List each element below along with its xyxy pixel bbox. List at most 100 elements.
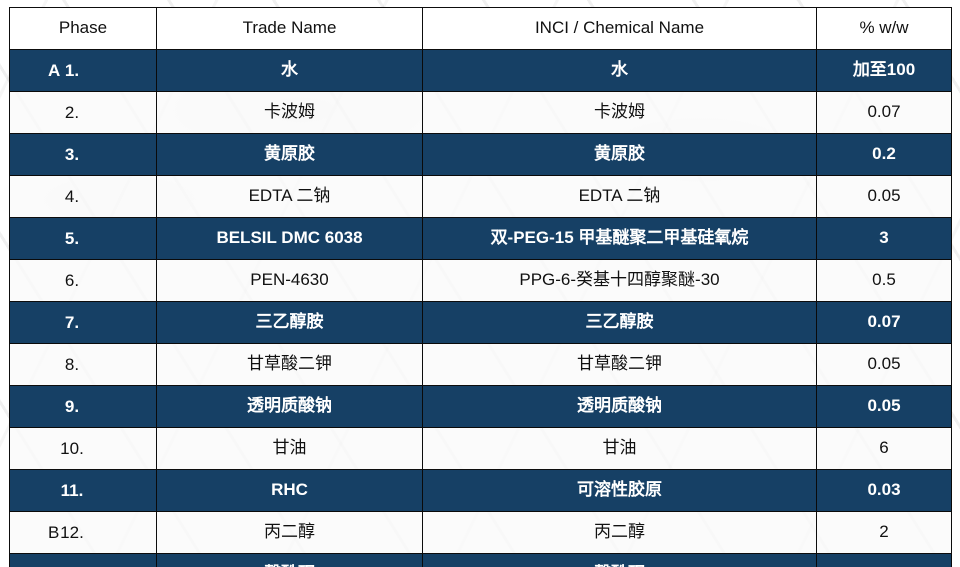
cell-inci-name: 黄原胶 <box>422 133 817 176</box>
cell-trade-name: 水 <box>156 49 423 92</box>
cell-trade-name: EDTA 二钠 <box>156 175 423 218</box>
table-row: A 1. 水水加至100 <box>9 49 952 92</box>
cell-inci-name: 馨酰酮 <box>422 553 817 567</box>
phase-cell-inner: 4. <box>11 177 156 217</box>
cell-inci-name: 卡波姆 <box>422 91 817 134</box>
cell-trade-name: 馨酰酮 <box>156 553 423 567</box>
cell-percent-ww: 加至100 <box>816 49 952 92</box>
column-header-inci-chemical-name: INCI / Chemical Name <box>422 7 817 50</box>
cell-trade-name: BELSIL DMC 6038 <box>156 217 423 260</box>
cell-inci-name: 水 <box>422 49 817 92</box>
table-row: B 12. 丙二醇 丙二醇 2 <box>9 511 952 554</box>
table-row: 7. 三乙醇胺 三乙醇胺 0.07 <box>9 301 952 344</box>
cell-trade-name: 甘草酸二钾 <box>156 343 423 386</box>
cell-inci-name: 三乙醇胺 <box>422 301 817 344</box>
cell-trade-name: 三乙醇胺 <box>156 301 423 344</box>
phase-cell-inner: 5. <box>11 219 156 259</box>
phase-cell-inner: 13. <box>11 555 156 567</box>
phase-cell-inner: B 12. <box>11 513 156 553</box>
phase-index: 9. <box>64 396 80 416</box>
cell-percent-ww: 2 <box>816 511 952 554</box>
cell-phase: 2. <box>9 91 157 134</box>
header-row: Phase Trade Name INCI / Chemical Name % … <box>9 7 952 50</box>
table-row: 3. 黄原胶 黄原胶 0.2 <box>9 133 952 176</box>
cell-percent-ww: 0.5 <box>816 553 952 567</box>
phase-letter: A <box>48 60 61 80</box>
cell-trade-name: 透明质酸钠 <box>156 385 423 428</box>
phase-index: 3. <box>64 144 80 164</box>
phase-index: 13. <box>11 564 135 567</box>
cell-inci-name: 透明质酸钠 <box>422 385 817 428</box>
column-header-percent-ww: % w/w <box>816 7 952 50</box>
table-row: 9. 透明质酸钠 透明质酸钠 0.05 <box>9 385 952 428</box>
formula-table-container: Phase Trade Name INCI / Chemical Name % … <box>9 7 952 567</box>
cell-phase: 6. <box>9 259 157 302</box>
cell-inci-name: 丙二醇 <box>422 511 817 554</box>
table-row: 2. 卡波姆 卡波姆 0.07 <box>9 91 952 134</box>
table-row: 8. 甘草酸二钾 甘草酸二钾 0.05 <box>9 343 952 386</box>
cell-percent-ww: 3 <box>816 217 952 260</box>
cell-percent-ww: 6 <box>816 427 952 470</box>
phase-cell-inner: 8. <box>11 345 156 385</box>
table-row: 11. RHC 可溶性胶原 0.03 <box>9 469 952 512</box>
phase-index: 7. <box>64 312 80 332</box>
phase-index: 5. <box>64 228 80 248</box>
phase-cell-inner: 10. <box>11 429 156 469</box>
cell-phase: 3. <box>9 133 157 176</box>
phase-index: 2. <box>64 102 80 122</box>
cell-phase: 4. <box>9 175 157 218</box>
cell-inci-name: EDTA 二钠 <box>422 175 817 218</box>
cell-percent-ww: 0.05 <box>816 175 952 218</box>
phase-cell-inner: 9. <box>11 387 156 427</box>
phase-index: 6. <box>64 270 80 290</box>
cell-phase: 7. <box>9 301 157 344</box>
cell-trade-name: 丙二醇 <box>156 511 423 554</box>
table-row: 10. 甘油 甘油 6 <box>9 427 952 470</box>
cell-percent-ww: 0.05 <box>816 385 952 428</box>
phase-cell-inner: 6. <box>11 261 156 301</box>
cell-percent-ww: 0.07 <box>816 301 952 344</box>
cell-inci-name: 双-PEG-15 甲基醚聚二甲基硅氧烷 <box>422 217 817 260</box>
cell-phase: 11. <box>9 469 157 512</box>
cell-phase: B 12. <box>9 511 157 554</box>
cell-percent-ww: 0.5 <box>816 259 952 302</box>
cell-inci-name: 甘油 <box>422 427 817 470</box>
phase-index: 4. <box>64 186 80 206</box>
phase-cell-inner: A 1. <box>11 51 156 91</box>
cell-percent-ww: 0.07 <box>816 91 952 134</box>
cell-trade-name: 黄原胶 <box>156 133 423 176</box>
phase-index: 8. <box>64 354 80 374</box>
phase-cell-inner: 7. <box>11 303 156 343</box>
table-row: 4. EDTA 二钠 EDTA 二钠 0.05 <box>9 175 952 218</box>
cell-trade-name: 甘油 <box>156 427 423 470</box>
cell-phase: A 1. <box>9 49 157 92</box>
cell-inci-name: 甘草酸二钾 <box>422 343 817 386</box>
cell-trade-name: PEN-4630 <box>156 259 423 302</box>
cell-percent-ww: 0.2 <box>816 133 952 176</box>
table-row: 5. BELSIL DMC 6038 双-PEG-15 甲基醚聚二甲基硅氧烷 3 <box>9 217 952 260</box>
cell-trade-name: 卡波姆 <box>156 91 423 134</box>
formula-table: Phase Trade Name INCI / Chemical Name % … <box>9 7 952 567</box>
cell-phase: 5. <box>9 217 157 260</box>
phase-cell-inner: 11. <box>11 471 156 511</box>
phase-cell-inner: 2. <box>11 93 156 133</box>
cell-trade-name: RHC <box>156 469 423 512</box>
cell-inci-name: PPG-6-癸基十四醇聚醚-30 <box>422 259 817 302</box>
phase-index: 11. <box>60 480 84 500</box>
column-header-phase: Phase <box>9 7 157 50</box>
phase-letter: B <box>48 522 60 542</box>
cell-phase: 9. <box>9 385 157 428</box>
table-row: 6. PEN-4630 PPG-6-癸基十四醇聚醚-30 0.5 <box>9 259 952 302</box>
table-body: A 1. 水水加至100 2. 卡波姆 卡波姆 0.07 3. 黄原胶 黄原胶 0.2 4. EDTA … <box>9 49 952 567</box>
phase-index: 1. <box>64 60 80 80</box>
phase-index: 10. <box>60 438 84 458</box>
phase-index: 12. <box>60 522 84 542</box>
cell-phase: 10. <box>9 427 157 470</box>
cell-percent-ww: 0.03 <box>816 469 952 512</box>
column-header-trade-name: Trade Name <box>156 7 423 50</box>
cell-phase: 8. <box>9 343 157 386</box>
table-row: 13.馨酰酮馨酰酮0.5 <box>9 553 952 567</box>
table-header: Phase Trade Name INCI / Chemical Name % … <box>9 7 952 50</box>
cell-inci-name: 可溶性胶原 <box>422 469 817 512</box>
